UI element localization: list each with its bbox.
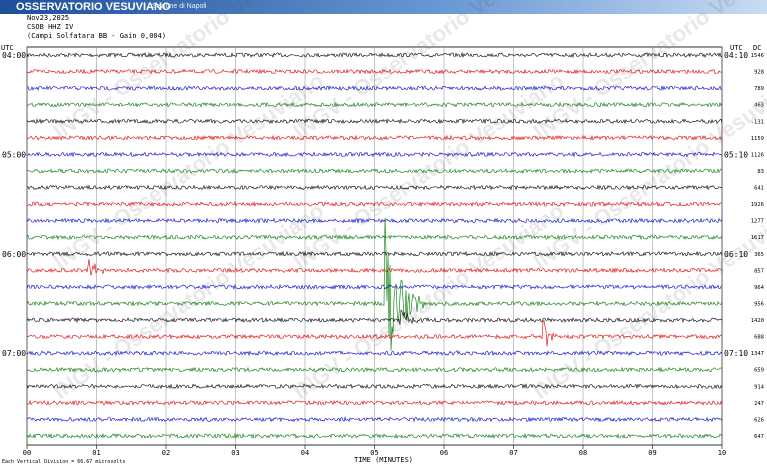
dc-offset: 928 — [754, 70, 764, 76]
seismic-trace — [26, 68, 723, 75]
dc-offset: 914 — [754, 384, 765, 390]
seismic-trace — [26, 416, 723, 423]
dc-offset: 365 — [754, 252, 764, 258]
header-bar: OSSERVATORIO VESUVIANO Sezione di Napoli — [0, 0, 767, 14]
x-tick-label: 02 — [162, 449, 170, 457]
dc-offset: 688 — [754, 335, 764, 341]
left-time-label: 07:00 — [2, 349, 26, 358]
dc-offset: 1277 — [751, 219, 764, 225]
x-tick-label: 03 — [231, 449, 239, 457]
seismic-trace — [26, 283, 723, 290]
seismic-trace — [26, 151, 723, 158]
x-tick-label: 10 — [718, 449, 726, 457]
dc-offset: 626 — [754, 417, 764, 423]
left-time-label: 04:00 — [2, 51, 26, 60]
seismic-trace — [26, 366, 723, 373]
seismic-trace — [26, 309, 723, 326]
info-site: (Campi Solfatara BB - Gain 0,004) — [27, 32, 166, 40]
seismic-trace — [26, 259, 723, 276]
seismic-trace — [26, 217, 723, 351]
dc-offset: 641 — [754, 186, 764, 192]
seismic-trace — [26, 85, 723, 91]
x-tick-label: 01 — [92, 449, 100, 457]
seismic-trace — [26, 250, 723, 257]
dc-offset: 1617 — [751, 235, 764, 241]
utc-left: UTC — [1, 44, 14, 52]
dc-offset: 1126 — [751, 152, 764, 158]
seismic-trace — [26, 118, 723, 125]
dc-offset: 1347 — [751, 351, 764, 357]
dc-offset: 1926 — [751, 202, 764, 208]
dc-offset: 956 — [754, 301, 764, 307]
x-axis-label: TIME (MINUTES) — [354, 456, 413, 464]
left-time-label: 05:00 — [2, 150, 26, 159]
seismic-trace — [26, 432, 723, 440]
dc-offset: 964 — [754, 285, 765, 291]
seismic-trace — [26, 101, 723, 108]
seismic-trace — [26, 399, 723, 406]
seismic-trace — [26, 184, 723, 191]
dc-offset: 857 — [754, 268, 764, 274]
x-tick-label: 08 — [579, 449, 587, 457]
seismic-trace — [26, 349, 723, 357]
dc-offset: 247 — [754, 401, 764, 407]
dc-offset: 1546 — [751, 53, 764, 59]
right-time-label: 06:10 — [724, 250, 748, 259]
x-tick-label: 00 — [23, 449, 31, 457]
footer-note: Each Vertical Division = 66.67 microvolt… — [2, 459, 125, 465]
x-tick-label: 04 — [301, 449, 309, 457]
dc-offset: 1159 — [751, 136, 764, 142]
dc-offset: 647 — [754, 434, 764, 440]
right-time-label: 05:10 — [724, 150, 748, 159]
x-tick-label: 05 — [370, 449, 378, 457]
seismic-trace — [26, 234, 723, 241]
seismic-trace — [26, 217, 723, 224]
seismic-trace — [26, 51, 723, 59]
info-station: CSOB HHZ IV — [27, 23, 74, 31]
dc-offset: 83 — [757, 169, 764, 175]
dc-offset: 463 — [754, 103, 764, 109]
seismic-trace — [26, 167, 723, 174]
header-title: OSSERVATORIO VESUVIANO — [16, 1, 171, 13]
seismic-trace — [26, 201, 723, 208]
info-date: Nov23,2025 — [27, 14, 69, 22]
dc-offset: 659 — [754, 368, 764, 374]
right-time-label: 07:10 — [724, 349, 748, 358]
seismic-trace — [26, 319, 723, 347]
left-time-label: 06:00 — [2, 250, 26, 259]
seismic-trace — [26, 134, 723, 141]
x-tick-label: 07 — [509, 449, 517, 457]
dc-offset: -131 — [751, 119, 764, 125]
header-subtitle: Sezione di Napoli — [152, 3, 207, 10]
dc-label: DC — [753, 44, 761, 52]
x-tick-label: 06 — [440, 449, 448, 457]
x-tick-label: 09 — [648, 449, 656, 457]
utc-right: UTC — [730, 44, 743, 52]
seismic-trace — [26, 383, 723, 390]
dc-offset: 789 — [754, 86, 764, 92]
dc-offset: 1420 — [751, 318, 764, 324]
right-time-label: 04:10 — [724, 51, 748, 60]
